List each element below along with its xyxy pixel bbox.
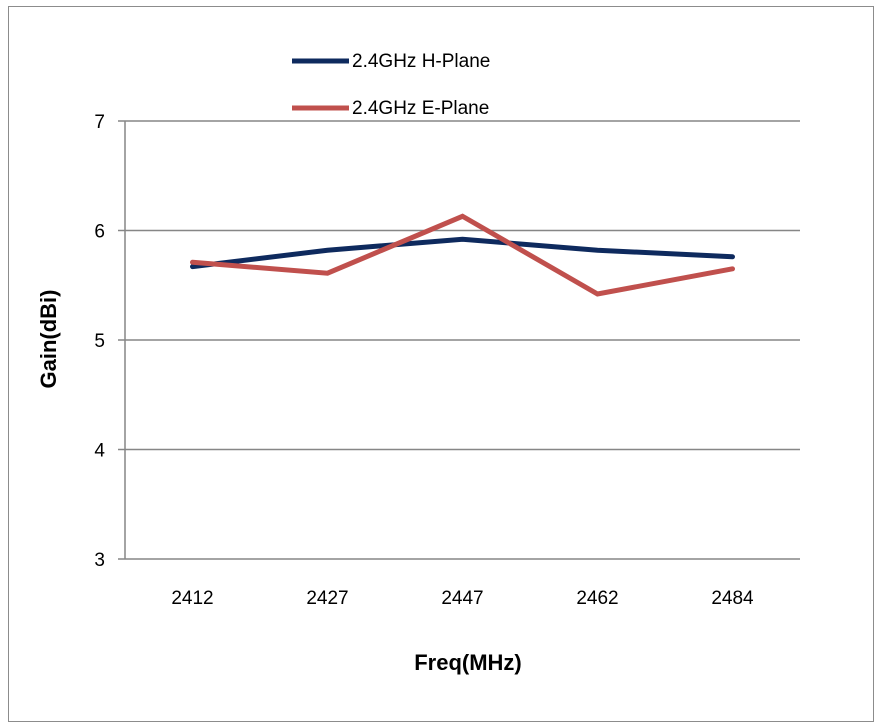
legend: 2.4GHz H-Plane 2.4GHz E-Plane: [292, 51, 490, 119]
gridlines: [118, 120, 800, 560]
legend-label: 2.4GHz E-Plane: [352, 98, 489, 119]
series-line-1: [190, 213, 735, 297]
x-axis-title: Freq(MHz): [414, 650, 522, 675]
x-tick-label: 2427: [306, 588, 348, 609]
x-tick-label: 2447: [441, 588, 483, 609]
series-line-0: [190, 236, 735, 270]
x-tick-label: 2484: [711, 588, 754, 609]
legend-label: 2.4GHz H-Plane: [352, 51, 490, 72]
x-tick-label: 2462: [576, 588, 618, 609]
y-tick-labels: 3 4 5 6 7: [94, 112, 105, 571]
y-tick-label: 7: [94, 112, 105, 133]
y-axis-title: Gain(dBi): [36, 290, 61, 389]
y-tick-label: 4: [94, 441, 105, 462]
y-tick-label: 5: [94, 331, 105, 352]
x-tick-labels: 2412 2427 2447 2462 2484: [171, 588, 754, 609]
y-tick-label: 3: [94, 550, 105, 571]
series-lines: [190, 213, 735, 297]
x-tick-label: 2412: [171, 588, 213, 609]
chart-frame: [8, 6, 874, 722]
y-tick-label: 6: [94, 222, 105, 243]
